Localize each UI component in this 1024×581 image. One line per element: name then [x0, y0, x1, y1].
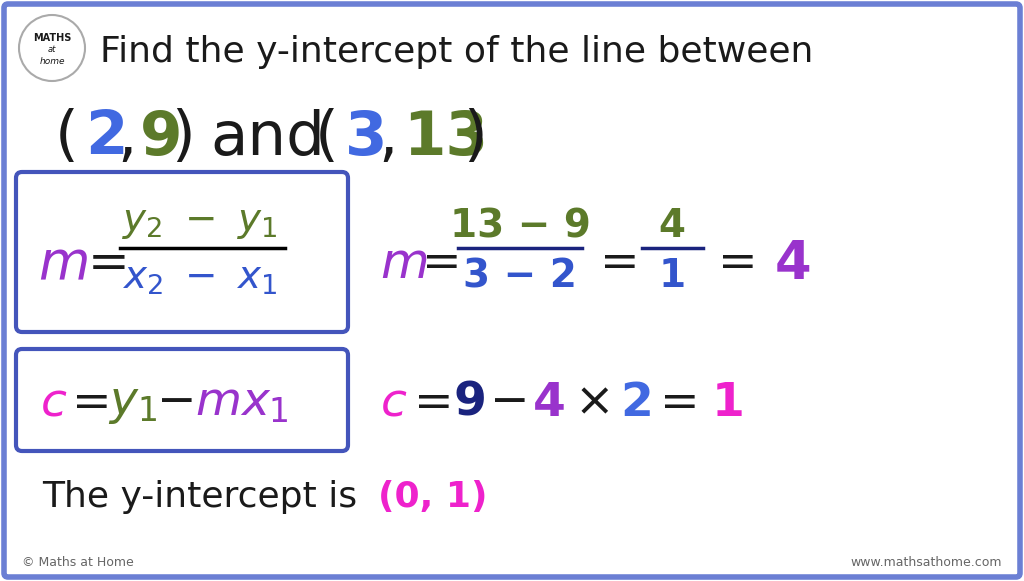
Text: $\it{m}$: $\it{m}$: [38, 238, 88, 290]
Text: (: (: [315, 109, 339, 167]
Text: ): ): [171, 109, 195, 167]
Text: Find the y-intercept of the line between: Find the y-intercept of the line between: [100, 35, 813, 69]
Text: and: and: [210, 109, 325, 167]
Text: 4: 4: [534, 381, 566, 425]
Text: =: =: [414, 381, 454, 425]
Text: 13 − 9: 13 − 9: [450, 207, 591, 245]
Text: at: at: [48, 45, 56, 55]
Text: =: =: [422, 242, 462, 286]
Text: $\it{mx_1}$: $\it{mx_1}$: [195, 381, 289, 425]
Circle shape: [19, 15, 85, 81]
Text: (: (: [55, 109, 79, 167]
Text: www.mathsathome.com: www.mathsathome.com: [851, 557, 1002, 569]
Text: =: =: [718, 242, 758, 286]
Text: 9: 9: [453, 381, 485, 425]
Text: ,: ,: [378, 109, 397, 167]
Text: $\it{m}$: $\it{m}$: [380, 240, 427, 288]
Text: $\it{c}$: $\it{c}$: [40, 381, 68, 425]
Text: 4: 4: [658, 207, 685, 245]
Text: =: =: [600, 242, 640, 286]
Text: The y-intercept is: The y-intercept is: [42, 480, 369, 514]
Text: −: −: [157, 381, 197, 425]
Text: 1: 1: [658, 257, 685, 295]
Text: 4: 4: [775, 238, 812, 290]
FancyBboxPatch shape: [16, 349, 348, 451]
Text: =: =: [72, 381, 112, 425]
Text: 3 − 2: 3 − 2: [463, 257, 577, 295]
Text: home: home: [39, 58, 65, 66]
Text: 2: 2: [620, 381, 653, 425]
Text: $\it{c}$: $\it{c}$: [380, 381, 408, 425]
Text: 3: 3: [345, 109, 387, 167]
Text: MATHS: MATHS: [33, 33, 72, 43]
Text: 9: 9: [140, 109, 182, 167]
Text: (0, 1): (0, 1): [378, 480, 487, 514]
Text: 13: 13: [403, 109, 488, 167]
Text: $\it{y_2}\ -\ \it{y_1}$: $\it{y_2}\ -\ \it{y_1}$: [123, 203, 278, 241]
Text: © Maths at Home: © Maths at Home: [22, 557, 134, 569]
Text: ,: ,: [117, 109, 136, 167]
FancyBboxPatch shape: [16, 172, 348, 332]
Text: =: =: [88, 240, 130, 288]
Text: $\it{x_2}\ -\ \it{x_1}$: $\it{x_2}\ -\ \it{x_1}$: [123, 259, 278, 297]
Text: =: =: [660, 381, 699, 425]
Text: 2: 2: [85, 109, 128, 167]
Text: ): ): [463, 109, 486, 167]
Text: 1: 1: [712, 381, 744, 425]
Text: ×: ×: [575, 381, 614, 425]
Text: −: −: [490, 381, 529, 425]
FancyBboxPatch shape: [4, 4, 1020, 577]
Text: $\it{y_1}$: $\it{y_1}$: [108, 381, 157, 425]
